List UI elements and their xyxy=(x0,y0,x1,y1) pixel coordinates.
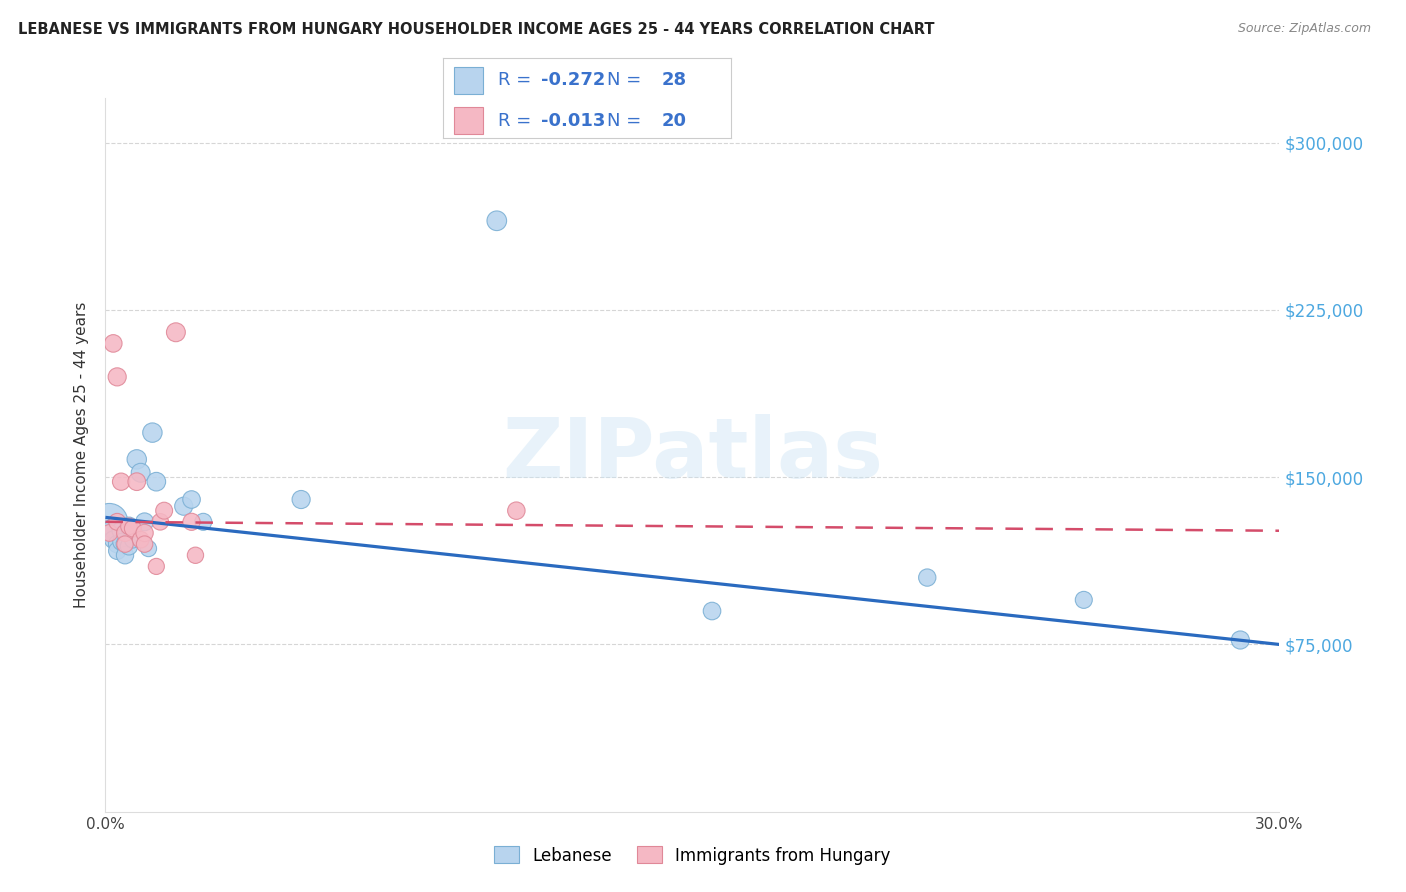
Point xyxy=(129,466,152,480)
Text: 28: 28 xyxy=(662,71,688,89)
Point xyxy=(290,492,312,507)
Point xyxy=(121,533,143,547)
Bar xyxy=(454,107,484,134)
Bar xyxy=(454,67,484,95)
Point xyxy=(98,526,121,541)
Point xyxy=(114,537,136,551)
Point xyxy=(105,543,128,558)
Text: -0.272: -0.272 xyxy=(541,71,605,89)
Point xyxy=(129,533,152,547)
Text: R =: R = xyxy=(498,112,537,129)
Point xyxy=(915,571,938,585)
Point xyxy=(1229,633,1251,648)
Point xyxy=(103,521,125,535)
Point xyxy=(184,548,207,563)
Point xyxy=(505,503,527,517)
Y-axis label: Householder Income Ages 25 - 44 years: Householder Income Ages 25 - 44 years xyxy=(75,301,90,608)
Point xyxy=(485,213,508,227)
Text: N =: N = xyxy=(607,112,647,129)
Point xyxy=(103,533,125,547)
Text: ZIPatlas: ZIPatlas xyxy=(502,415,883,495)
Point xyxy=(110,524,132,538)
Point xyxy=(114,526,136,541)
Point xyxy=(1073,592,1095,607)
Text: Source: ZipAtlas.com: Source: ZipAtlas.com xyxy=(1237,22,1371,36)
Point xyxy=(180,492,202,507)
Point xyxy=(134,526,156,541)
Text: 20: 20 xyxy=(662,112,688,129)
Point xyxy=(105,537,128,551)
Point xyxy=(121,521,143,535)
Point xyxy=(153,503,176,517)
Point xyxy=(193,515,215,529)
Text: R =: R = xyxy=(498,71,537,89)
Point xyxy=(118,539,141,553)
Text: -0.013: -0.013 xyxy=(541,112,605,129)
Point xyxy=(700,604,723,618)
Point xyxy=(110,534,132,549)
Point xyxy=(110,475,132,489)
Point xyxy=(114,537,136,551)
Point xyxy=(114,548,136,563)
Text: N =: N = xyxy=(607,71,647,89)
Point xyxy=(165,325,187,339)
Point xyxy=(134,537,156,551)
Legend: Lebanese, Immigrants from Hungary: Lebanese, Immigrants from Hungary xyxy=(488,839,897,871)
Text: LEBANESE VS IMMIGRANTS FROM HUNGARY HOUSEHOLDER INCOME AGES 25 - 44 YEARS CORREL: LEBANESE VS IMMIGRANTS FROM HUNGARY HOUS… xyxy=(18,22,935,37)
Point xyxy=(98,515,121,529)
Point xyxy=(173,499,195,513)
Point xyxy=(149,515,172,529)
Point xyxy=(103,336,125,351)
Point xyxy=(145,475,167,489)
Point xyxy=(125,475,148,489)
Point xyxy=(105,369,128,384)
Point xyxy=(118,519,141,533)
Point xyxy=(98,526,121,541)
Point xyxy=(134,515,156,529)
Point xyxy=(141,425,163,440)
Point xyxy=(118,519,141,533)
Point xyxy=(145,559,167,574)
Point xyxy=(180,515,202,529)
Point xyxy=(125,452,148,467)
Point xyxy=(138,541,160,556)
Point xyxy=(105,515,128,529)
